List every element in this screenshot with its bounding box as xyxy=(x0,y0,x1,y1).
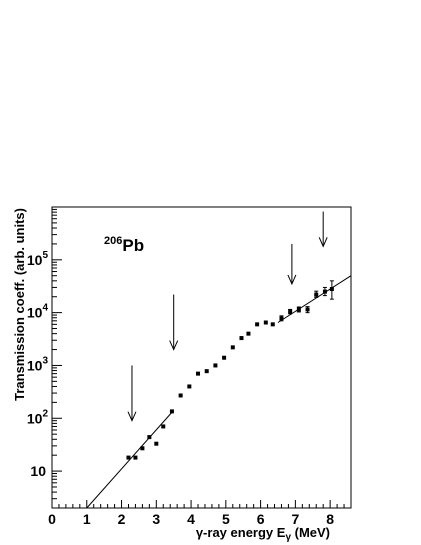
data-point xyxy=(204,369,209,374)
x-axis-ticks: 0 1 2 3 4 5 6 7 8 xyxy=(48,500,352,527)
y-tick-label: 104 xyxy=(27,303,49,321)
x-axis-label-main: γ-ray energy E xyxy=(196,525,286,540)
x-tick-label: 5 xyxy=(222,511,230,527)
data-point xyxy=(305,306,310,314)
y-tick-label: 103 xyxy=(27,355,49,373)
data-points xyxy=(126,280,334,460)
data-point xyxy=(329,280,334,300)
x-tick-label: 0 xyxy=(48,511,56,527)
data-point xyxy=(230,345,235,350)
data-point xyxy=(246,331,251,336)
data-point xyxy=(222,355,227,360)
fit-line xyxy=(277,275,352,323)
data-point xyxy=(196,371,201,376)
data-point xyxy=(288,308,293,315)
arrow-marker xyxy=(127,365,137,422)
fit-lines xyxy=(86,275,352,509)
x-axis-label: γ-ray energy Eγ (MeV) xyxy=(196,525,330,543)
y-tick-label: 102 xyxy=(27,408,49,426)
data-point xyxy=(187,384,192,389)
data-point xyxy=(161,424,166,429)
x-tick-label: 8 xyxy=(326,511,334,527)
data-point xyxy=(178,393,183,398)
mass-number-superscript: 206 xyxy=(104,235,122,247)
y-axis-label: Transmission coeff. (arb. units) xyxy=(12,208,27,401)
data-point xyxy=(147,435,152,440)
data-point xyxy=(314,290,319,298)
data-point xyxy=(255,322,260,327)
energy-arrows xyxy=(127,211,328,422)
data-point xyxy=(279,315,284,322)
fit-line xyxy=(86,411,173,509)
data-point xyxy=(296,306,301,313)
arrow-marker xyxy=(318,211,328,248)
data-point xyxy=(213,363,218,368)
x-tick-label: 6 xyxy=(257,511,265,527)
nucleus-annotation: 206Pb xyxy=(104,235,144,255)
x-tick-label: 1 xyxy=(83,511,91,527)
x-tick-label: 7 xyxy=(291,511,299,527)
y-tick-label: 10 xyxy=(30,463,46,479)
data-point xyxy=(126,455,131,460)
x-tick-label: 4 xyxy=(187,511,195,527)
data-point xyxy=(169,409,174,414)
arrow-marker xyxy=(169,294,179,351)
element-symbol: Pb xyxy=(122,236,144,255)
y-axis-ticks: 10 102 103 104 105 xyxy=(27,206,62,509)
data-point xyxy=(270,322,275,327)
plot-frame xyxy=(51,206,352,509)
x-tick-label: 3 xyxy=(152,511,160,527)
data-point xyxy=(133,455,138,460)
data-point xyxy=(263,320,268,325)
x-axis-label-subscript: γ xyxy=(285,532,291,543)
y-tick-label: 105 xyxy=(27,250,49,268)
data-point xyxy=(140,446,145,451)
arrow-marker xyxy=(287,243,297,286)
data-point xyxy=(154,441,159,446)
data-point xyxy=(322,286,327,297)
x-axis-label-unit: (MeV) xyxy=(291,525,330,540)
x-tick-label: 2 xyxy=(118,511,126,527)
data-point xyxy=(239,336,244,341)
